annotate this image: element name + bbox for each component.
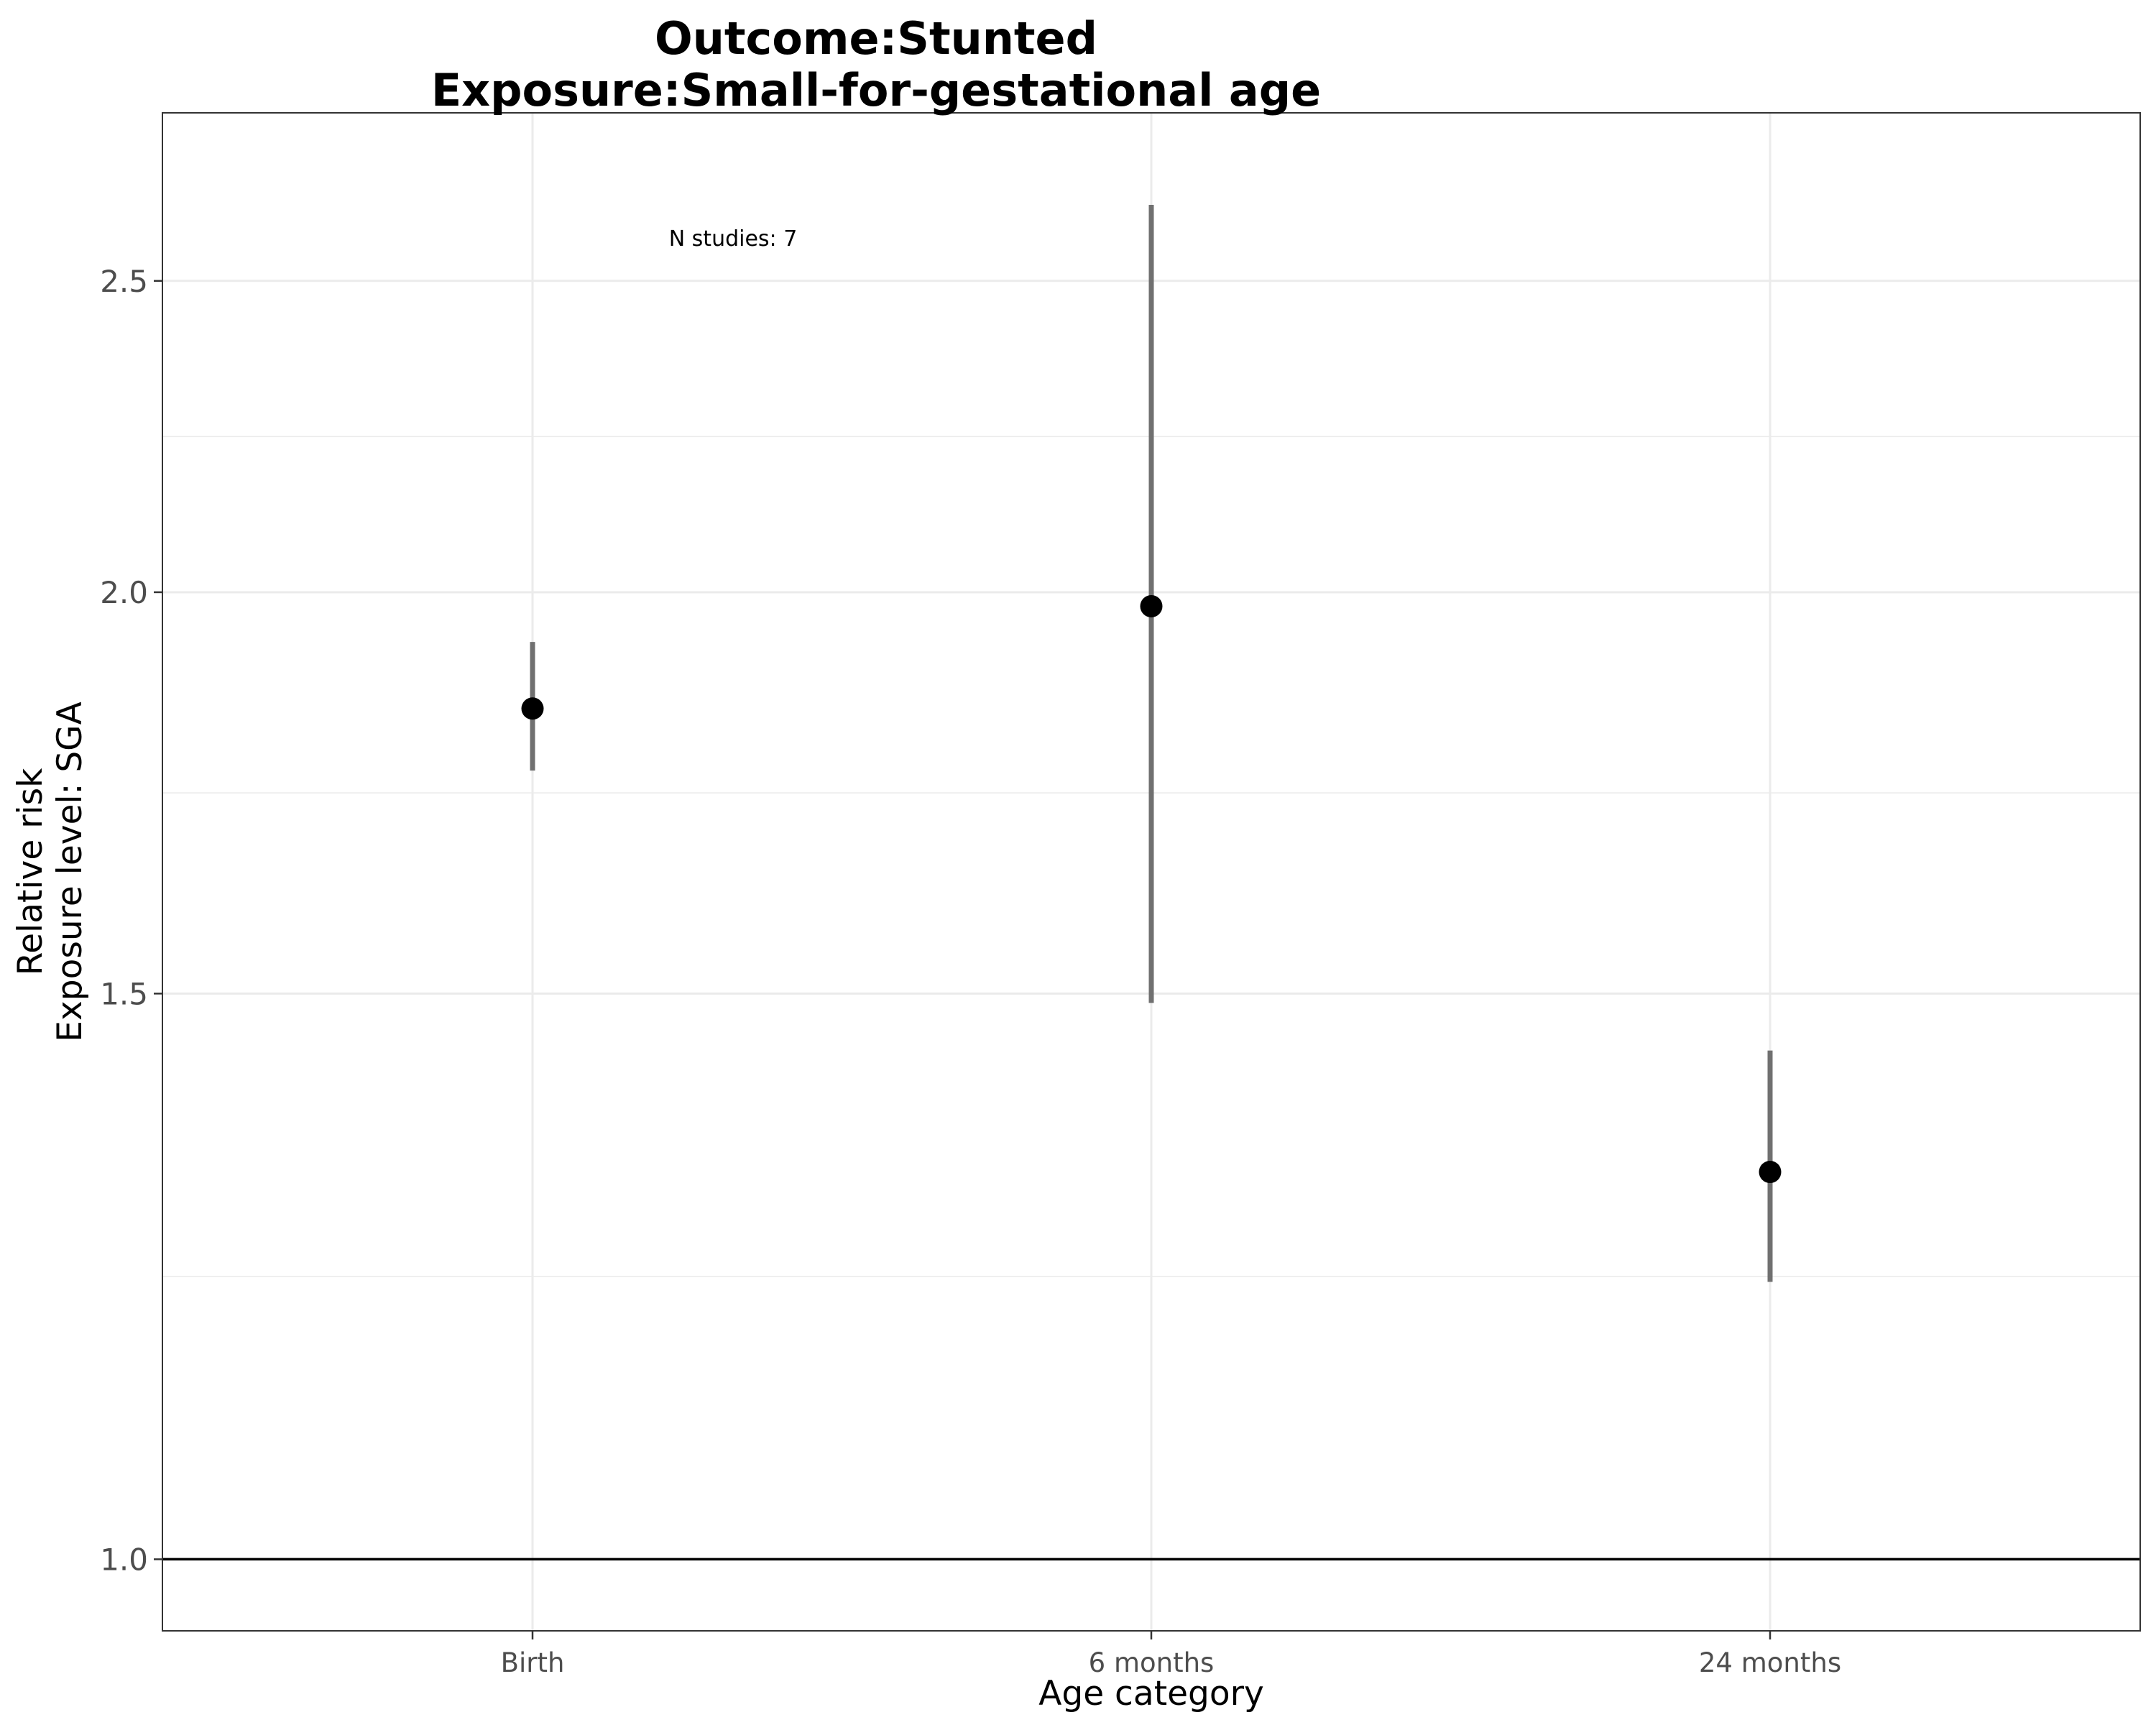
y-tick-label: 2.5 [100,264,148,299]
x-tick-label: Birth [501,1647,565,1678]
y-axis-label-line1: Relative risk [11,768,50,975]
x-tick-label: 24 months [1699,1647,1841,1678]
chart-title: Outcome:Stunted [655,12,1097,65]
x-tick-label: 6 months [1089,1647,1215,1678]
y-tick-label: 1.0 [100,1542,148,1577]
point-layer [521,594,1782,1184]
x-axis: Birth 6 months 24 months [501,1631,1841,1678]
point-24-months [1759,1161,1782,1184]
y-axis-label-line2: Exposure level: SGA [50,702,90,1041]
y-tick-label: 2.0 [100,575,148,610]
point-birth [521,697,544,720]
n-studies-annotation: N studies: 7 [669,226,798,252]
x-axis-label: Age category [1038,1674,1264,1714]
y-axis: 1.0 1.5 2.0 2.5 [100,264,162,1577]
y-tick-label: 1.5 [100,976,148,1011]
point-6-months [1140,594,1163,617]
chart-subtitle: Exposure:Small-for-gestational age [431,64,1321,116]
